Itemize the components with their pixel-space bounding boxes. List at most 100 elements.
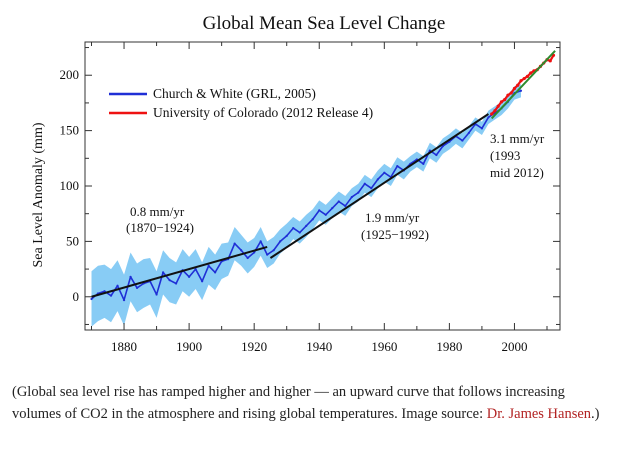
y-tick-label: 100 [60, 178, 80, 193]
data-point [337, 200, 340, 203]
data-point [311, 218, 314, 221]
y-axis-ticks: 0 50 100 150 200 [60, 47, 560, 325]
data-point [194, 267, 197, 271]
data-point [318, 209, 321, 212]
data-point [168, 279, 171, 282]
data-point [499, 100, 504, 104]
trend-period-1993-2012-end: mid 2012) [490, 165, 544, 180]
y-tick-label: 200 [60, 67, 80, 82]
data-point [548, 59, 552, 63]
data-point [516, 83, 520, 87]
x-axis-ticks: 1880 1900 1920 1940 1960 1980 2000 [91, 42, 548, 354]
trend-annotations: 0.8 mm/yr (1870−1924) 1.9 mm/yr (1925−19… [126, 131, 545, 242]
chart-title: Global Mean Sea Level Change [203, 13, 446, 34]
data-point [259, 240, 262, 243]
y-axis-label: Sea Level Anomaly (mm) [31, 122, 46, 267]
data-point [129, 275, 132, 278]
data-point [324, 213, 327, 216]
caption-end: .) [591, 406, 600, 422]
data-point [161, 271, 165, 274]
data-point [461, 139, 464, 142]
data-point [396, 164, 399, 168]
sea-level-chart: Global Mean Sea Level Change Sea Level A… [31, 13, 561, 354]
trend-rate-1993-2012: 3.1 mm/yr [490, 131, 545, 146]
data-point [506, 93, 510, 97]
x-tick-label: 1940 [306, 339, 332, 354]
data-point [233, 242, 236, 245]
data-point [509, 91, 513, 95]
trend-rate-1870-1924: 0.8 mm/yr [130, 204, 185, 219]
data-point [467, 131, 471, 134]
data-point [122, 298, 126, 302]
trend-line-1 [269, 113, 489, 259]
data-point [422, 162, 425, 165]
data-point [279, 240, 282, 243]
data-point [272, 249, 275, 252]
data-point [503, 98, 507, 102]
data-point [246, 256, 249, 260]
trend-period-1993-2012-start: (1993 [490, 148, 520, 163]
trend-line-0 [91, 245, 268, 298]
data-point [493, 109, 497, 113]
data-point [135, 286, 139, 290]
y-tick-label: 0 [73, 289, 80, 304]
data-point [207, 264, 210, 267]
data-point [214, 271, 217, 274]
x-tick-label: 1880 [111, 339, 137, 354]
data-point [512, 86, 517, 91]
legend: Church & White (GRL, 2005) University of… [109, 86, 373, 120]
data-point [109, 294, 113, 297]
trend-line-2 [490, 50, 556, 120]
data-point [253, 251, 256, 254]
x-tick-label: 1960 [371, 339, 397, 354]
data-point [155, 293, 158, 296]
data-point [350, 195, 353, 199]
data-point [519, 79, 523, 83]
data-point [285, 234, 288, 237]
data-point [240, 249, 243, 252]
data-point [174, 282, 178, 285]
data-point [383, 171, 386, 174]
data-point [292, 226, 295, 230]
data-point [519, 89, 523, 92]
trend-period-1870-1924: (1870−1924) [126, 220, 194, 235]
data-point [103, 290, 106, 293]
x-tick-label: 2000 [501, 339, 527, 354]
data-point [363, 182, 366, 185]
x-tick-label: 1980 [436, 339, 462, 354]
data-point [298, 231, 301, 234]
trend-period-1925-1992: (1925−1992) [361, 227, 429, 242]
data-point [496, 104, 500, 108]
data-point [90, 297, 93, 301]
trend-rate-1925-1992: 1.9 mm/yr [365, 210, 420, 225]
data-point [522, 76, 526, 81]
data-point [525, 74, 530, 78]
data-point [428, 149, 431, 152]
data-point [331, 207, 334, 210]
x-tick-label: 1900 [176, 339, 202, 354]
y-tick-label: 50 [66, 233, 79, 248]
y-tick-label: 150 [60, 123, 80, 138]
data-point [116, 284, 119, 287]
series-lines-layer [90, 53, 556, 302]
data-point [188, 275, 191, 278]
data-point [370, 187, 373, 190]
caption-source-link[interactable]: Dr. James Hansen [486, 406, 592, 422]
x-tick-label: 1920 [241, 339, 267, 354]
trend-lines-layer [91, 50, 556, 298]
legend-label-university-colorado: University of Colorado (2012 Release 4) [153, 105, 373, 120]
data-point [357, 191, 360, 194]
data-point [344, 204, 347, 208]
data-point [201, 280, 204, 283]
figure-caption: (Global sea level rise has ramped higher… [12, 381, 616, 425]
data-point [529, 71, 533, 75]
legend-label-church-white: Church & White (GRL, 2005) [153, 86, 316, 101]
data-point [490, 112, 494, 116]
data-point [305, 224, 308, 227]
data-point [487, 116, 490, 119]
data-point [480, 127, 484, 130]
data-point [266, 253, 269, 256]
data-point [376, 178, 379, 181]
caption-text: (Global sea level rise has ramped higher… [12, 384, 565, 422]
data-point [435, 153, 438, 157]
